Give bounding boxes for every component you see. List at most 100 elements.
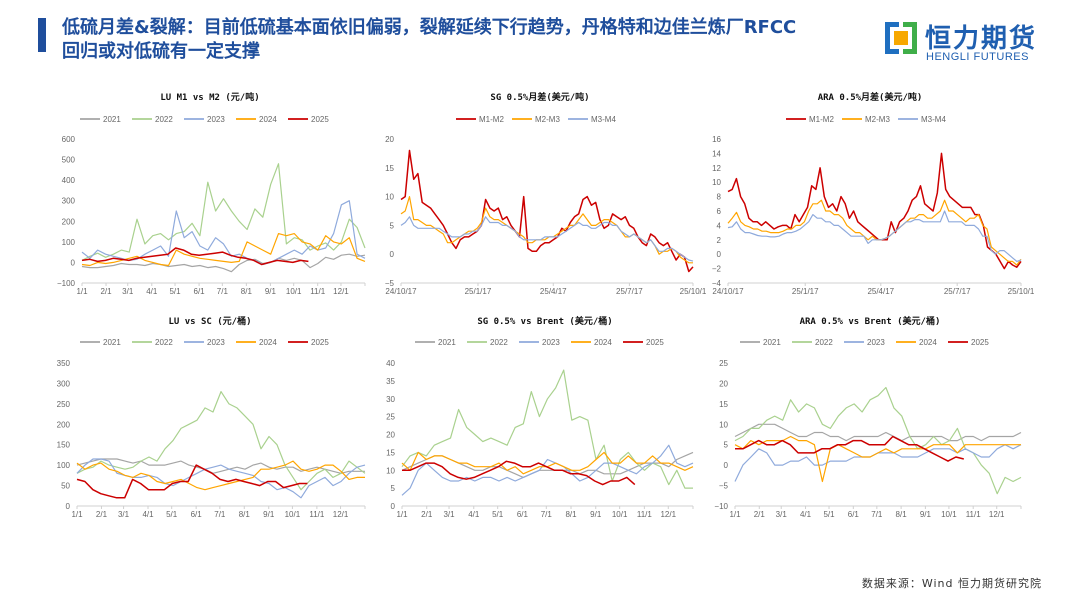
y-tick-label: 400 [62, 176, 76, 185]
legend-label: 2025 [311, 115, 329, 124]
legend-label: 2025 [311, 338, 329, 347]
x-tick-label: 4/1 [146, 287, 158, 296]
x-tick-label: 2/1 [100, 287, 112, 296]
x-tick-label: 25/1/17 [792, 287, 819, 296]
legend-label: M3-M4 [921, 115, 946, 124]
y-tick-label: 6 [717, 207, 722, 216]
y-tick-label: 5 [391, 484, 396, 493]
x-tick-label: 1/1 [76, 287, 88, 296]
y-tick-label: 0 [717, 250, 722, 259]
series-line-2024 [81, 233, 366, 267]
x-tick-label: 10/1 [285, 510, 301, 519]
y-tick-label: 600 [62, 135, 76, 144]
x-tick-label: 12/1 [660, 510, 676, 519]
x-tick-label: 8/1 [239, 510, 251, 519]
y-tick-label: 10 [712, 178, 721, 187]
x-tick-label: 5/1 [823, 510, 835, 519]
legend-label: 2022 [155, 115, 173, 124]
x-tick-label: 12/1 [333, 287, 349, 296]
series-line-2023 [401, 444, 694, 496]
y-tick-label: 12 [712, 164, 721, 173]
legend-label: 2023 [542, 338, 560, 347]
x-tick-label: 6/1 [194, 287, 206, 296]
chart-title: ARA 0.5% vs Brent (美元/桶) [800, 315, 941, 327]
series-line-2021 [76, 458, 365, 474]
chart-title: SG 0.5% vs Brent (美元/桶) [477, 315, 612, 327]
x-tick-label: 9/1 [265, 287, 277, 296]
x-tick-label: 25/4/17 [540, 287, 567, 296]
hengli-logo: 恒力期货 HENGLI FUTURES [885, 20, 1055, 66]
chart-6: ARA 0.5% vs Brent (美元/桶) 2021 2022 2023 2024… [714, 315, 1022, 519]
x-tick-label: 25/4/17 [867, 287, 894, 296]
legend-label: M1-M2 [479, 115, 504, 124]
logo-en-text: HENGLI FUTURES [926, 51, 1029, 63]
x-tick-label: 10/1 [612, 510, 628, 519]
x-tick-label: 8/1 [896, 510, 908, 519]
x-tick-label: 2/1 [754, 510, 766, 519]
y-tick-label: 8 [717, 193, 722, 202]
legend-label: 2022 [815, 338, 833, 347]
legend-label: M3-M4 [591, 115, 616, 124]
chart-3: ARA 0.5%月差(美元/吨) M1-M2 M2-M3 M3-M4 −4 −2 0 2 4 6 8… [712, 91, 1035, 296]
y-tick-label: 5 [724, 441, 729, 450]
series-line-2025 [735, 435, 964, 462]
y-tick-label: 4 [717, 221, 722, 230]
legend-label: 2022 [490, 338, 508, 347]
chart-1: LU M1 vs M2 (元/吨) 2021 2022 2023 2024 2025 −10… [57, 91, 366, 296]
y-tick-label: 0 [724, 461, 729, 470]
legend-label: 2023 [207, 115, 225, 124]
x-tick-label: 11/1 [966, 510, 982, 519]
chart-5: SG 0.5% vs Brent (美元/桶) 2021 2022 2023 2024 2… [386, 315, 694, 519]
series-line-2025 [76, 464, 308, 499]
x-tick-label: 4/1 [142, 510, 154, 519]
y-tick-label: 40 [386, 359, 395, 368]
y-tick-label: −2 [712, 265, 722, 274]
page-title-line2: 回归或对低硫有一定支撑 [62, 41, 260, 62]
series-line-2022 [81, 163, 366, 261]
legend-label: 2021 [763, 338, 781, 347]
series-line-2023 [734, 444, 1022, 482]
y-tick-label: 14 [712, 149, 721, 158]
y-tick-label: −5 [385, 279, 395, 288]
x-tick-label: 3/1 [776, 510, 788, 519]
y-tick-label: 15 [719, 400, 728, 409]
x-tick-label: 24/10/17 [385, 287, 417, 296]
legend-label: 2023 [207, 338, 225, 347]
y-tick-label: 15 [385, 164, 394, 173]
x-tick-label: 2/1 [421, 510, 433, 519]
y-tick-label: 10 [386, 466, 395, 475]
series-line-M1-M2 [727, 152, 1022, 270]
y-tick-label: 350 [57, 359, 71, 368]
y-tick-label: 200 [57, 420, 71, 429]
y-tick-label: 200 [62, 217, 76, 226]
x-tick-label: 9/1 [920, 510, 932, 519]
logo-cn-text: 恒力期货 [925, 24, 1038, 54]
chart-title: LU M1 vs M2 (元/吨) [160, 91, 259, 103]
series-line-2023 [76, 458, 366, 499]
y-tick-label: 20 [385, 135, 394, 144]
x-tick-label: 4/1 [800, 510, 812, 519]
page-title: 低硫月差&裂解：目前低硫基本面依旧偏弱，裂解延续下行趋势，丹格特和边佳兰炼厂RF… [62, 16, 882, 64]
y-tick-label: −10 [714, 502, 728, 511]
y-tick-label: −5 [719, 482, 729, 491]
x-tick-label: 5/1 [166, 510, 178, 519]
x-tick-label: 7/1 [217, 287, 229, 296]
x-tick-label: 1/1 [396, 510, 408, 519]
series-line-2021 [734, 423, 1022, 442]
series-line-2022 [401, 369, 693, 489]
series-line-M1-M2 [400, 149, 694, 273]
y-tick-label: 30 [386, 395, 395, 404]
legend-label: 2024 [919, 338, 937, 347]
x-tick-label: 8/1 [565, 510, 577, 519]
x-tick-label: 3/1 [443, 510, 455, 519]
series-line-2022 [76, 391, 366, 491]
x-tick-label: 1/1 [729, 510, 741, 519]
x-tick-label: 24/10/17 [712, 287, 744, 296]
y-tick-label: 100 [57, 461, 71, 470]
legend-label: 2024 [259, 115, 277, 124]
legend-label: 2022 [155, 338, 173, 347]
y-tick-label: 10 [385, 193, 394, 202]
x-tick-label: 12/1 [333, 510, 349, 519]
x-tick-label: 12/1 [989, 510, 1005, 519]
